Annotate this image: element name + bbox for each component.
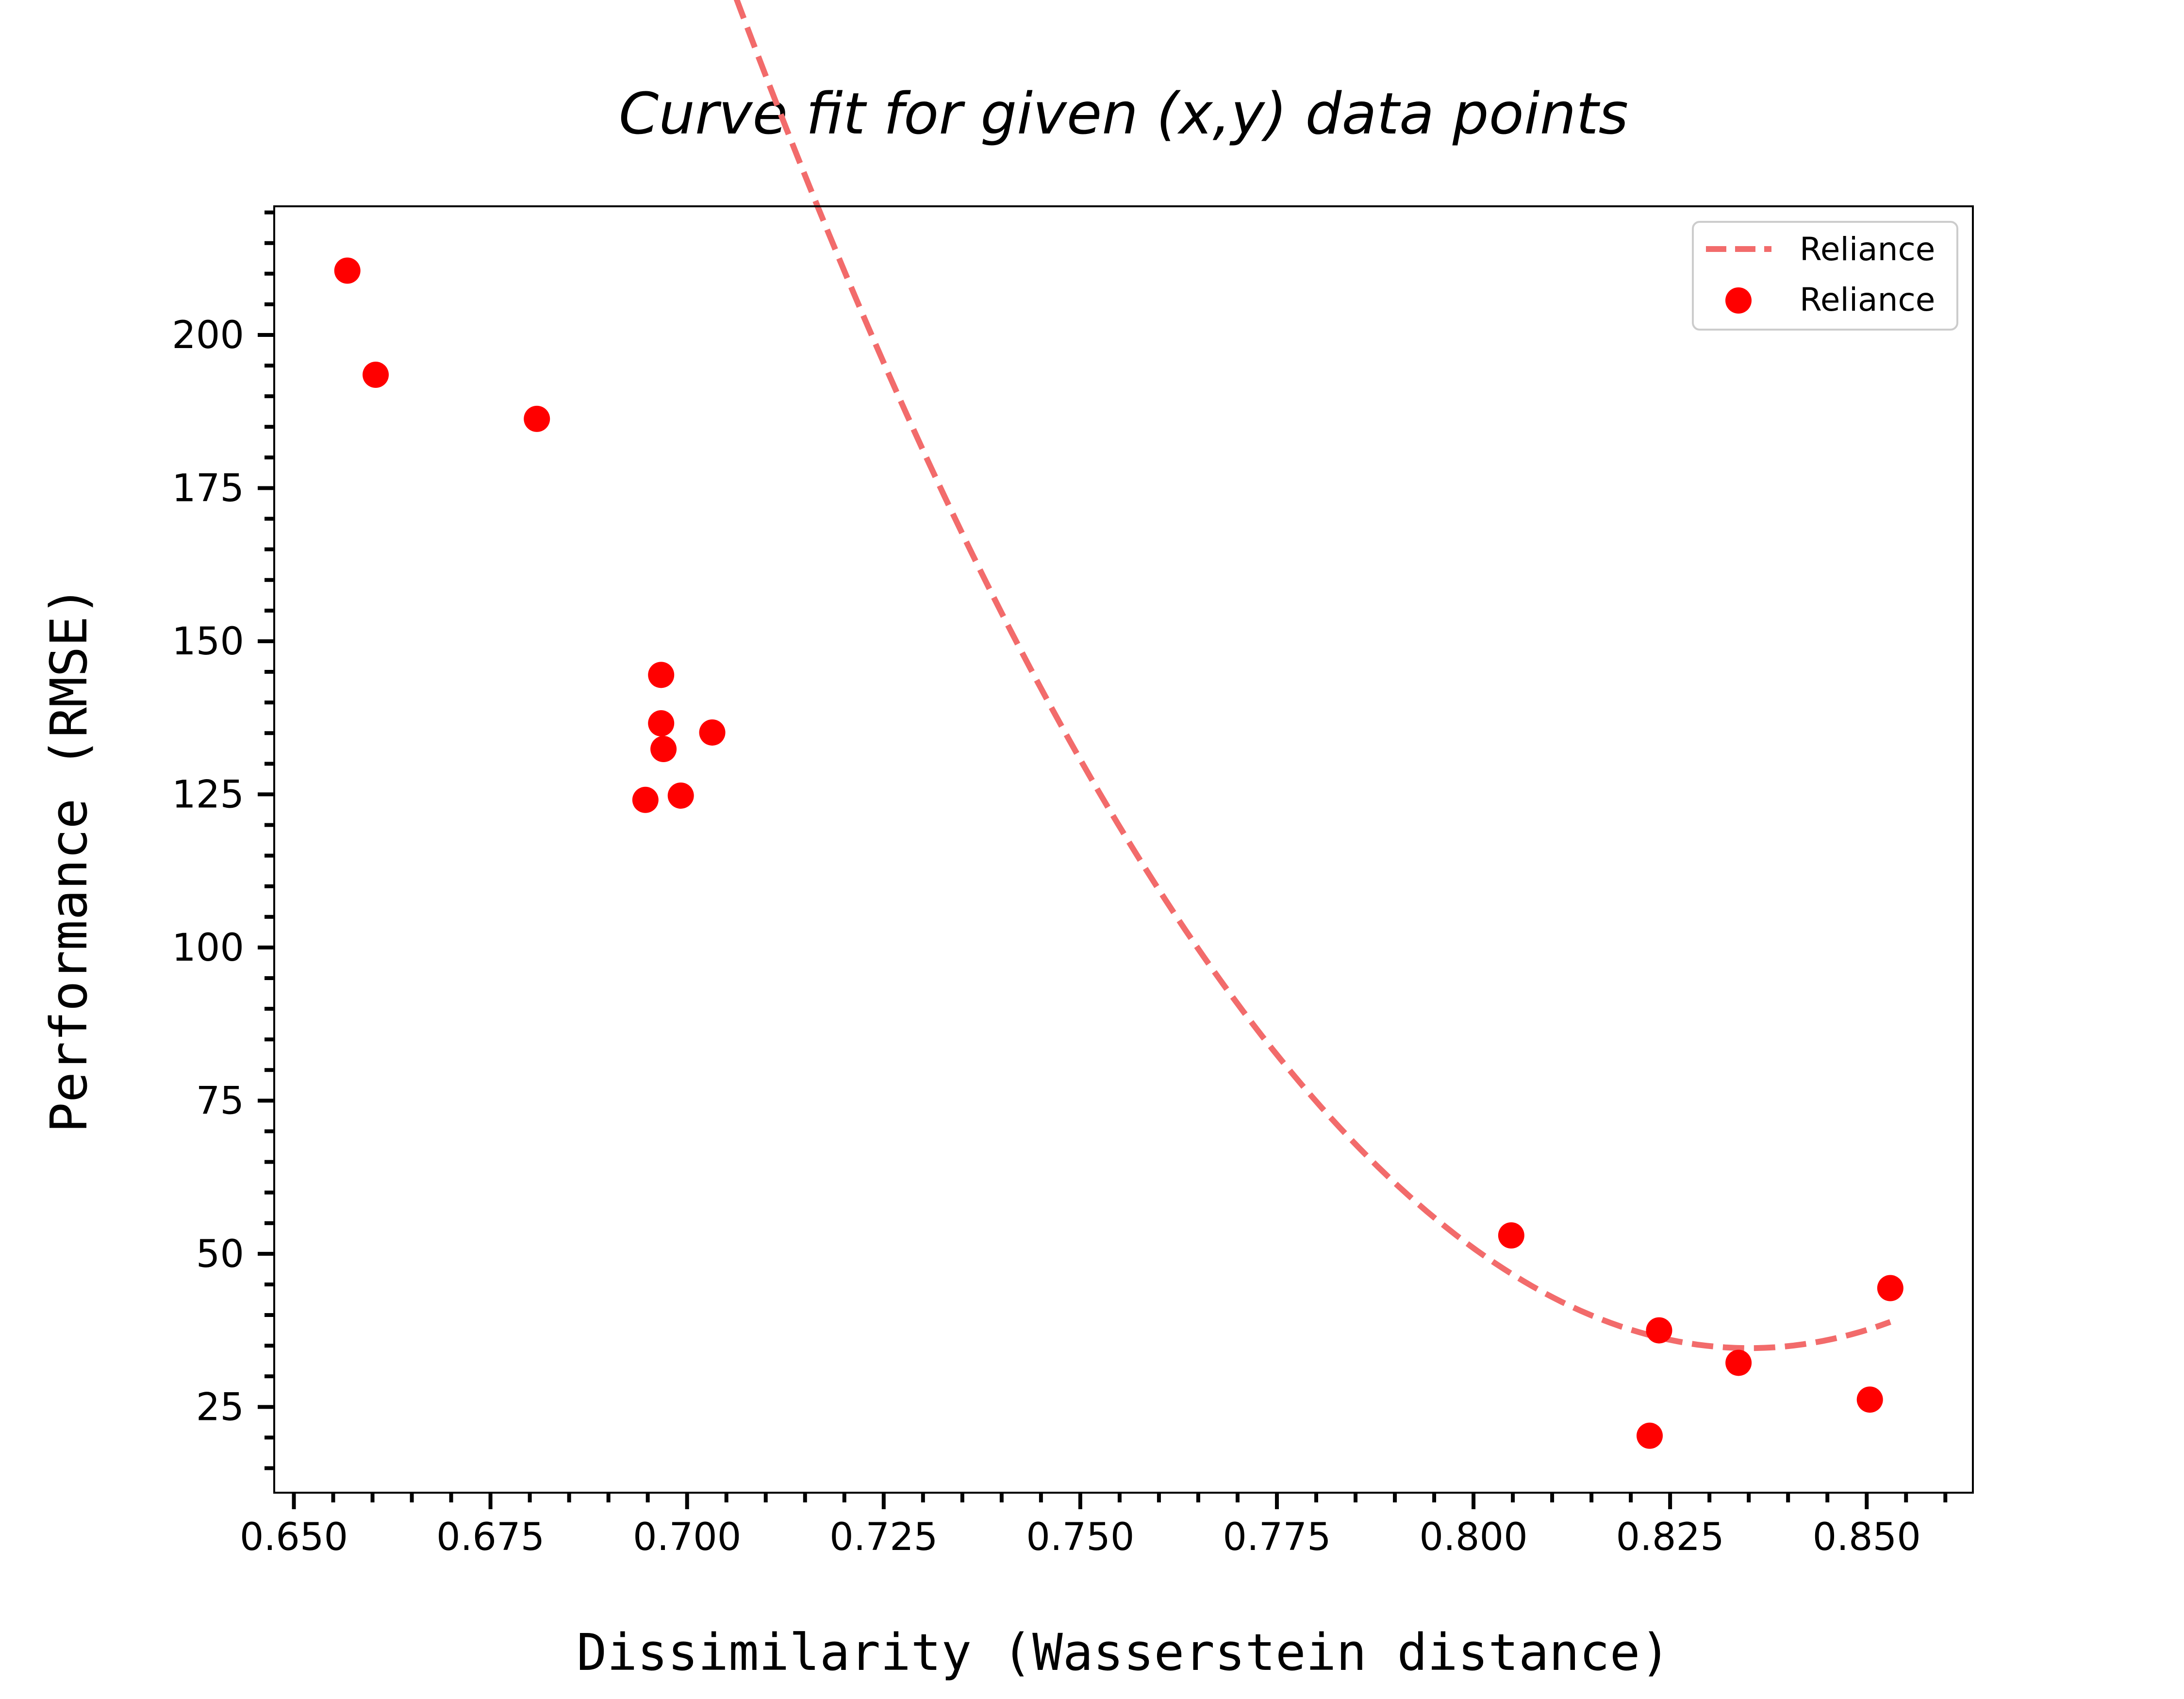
data-point	[1856, 1386, 1883, 1413]
y-axis-label: Performance (RMSE)	[39, 585, 99, 1133]
y-tick-label: 75	[196, 1079, 244, 1123]
data-point	[699, 719, 726, 746]
data-point	[648, 662, 675, 688]
x-tick-label: 0.800	[1419, 1516, 1527, 1559]
legend-point-label: Reliance	[1800, 281, 1935, 318]
x-axis-label: Dissimilarity (Wasserstein distance)	[577, 1623, 1671, 1682]
data-point	[1498, 1222, 1524, 1249]
y-tick-label: 150	[172, 620, 244, 664]
y-tick-label: 125	[172, 773, 244, 816]
x-tick-label: 0.725	[829, 1516, 938, 1559]
legend-line-label: Reliance	[1800, 231, 1935, 268]
y-tick-label: 50	[196, 1233, 244, 1276]
plot-frame	[273, 205, 1974, 1494]
data-point	[334, 257, 361, 284]
y-axis: 25 50 75 100 125 150 175 200	[172, 210, 274, 1470]
x-tick-label: 0.750	[1026, 1516, 1134, 1559]
x-tick-label: 0.675	[436, 1516, 545, 1559]
fit-layer	[733, 0, 1891, 1351]
data-point	[1637, 1422, 1663, 1449]
chart-title: Curve fit for given (x,y) data points	[619, 80, 1628, 147]
y-tick-label: 175	[172, 466, 244, 510]
x-tick-label: 0.850	[1813, 1516, 1921, 1559]
y-tick-label: 25	[196, 1385, 244, 1429]
data-point	[650, 736, 677, 763]
plot-area	[334, 0, 1903, 1449]
data-point	[363, 362, 389, 388]
data-point	[632, 786, 659, 813]
x-tick-label: 0.700	[633, 1516, 741, 1559]
x-axis: 0.650 0.675 0.700 0.725 0.750 0.775 0.800 0.825…	[240, 1493, 1948, 1559]
data-point	[648, 710, 675, 737]
points-layer	[334, 257, 1903, 1449]
legend-point-swatch	[1725, 287, 1752, 314]
data-point	[524, 405, 550, 432]
data-point	[1877, 1275, 1903, 1301]
legend-box	[1692, 221, 1958, 331]
x-tick-label: 0.650	[240, 1516, 348, 1559]
y-tick-label: 200	[172, 314, 244, 357]
x-tick-label: 0.825	[1616, 1516, 1724, 1559]
legend: Reliance Reliance	[1692, 221, 1958, 331]
x-tick-label: 0.775	[1223, 1516, 1331, 1559]
data-point	[1646, 1317, 1672, 1344]
data-point	[667, 782, 694, 809]
data-point	[1725, 1349, 1752, 1376]
fit-curve	[733, 0, 1891, 1351]
y-tick-label: 100	[172, 926, 244, 970]
